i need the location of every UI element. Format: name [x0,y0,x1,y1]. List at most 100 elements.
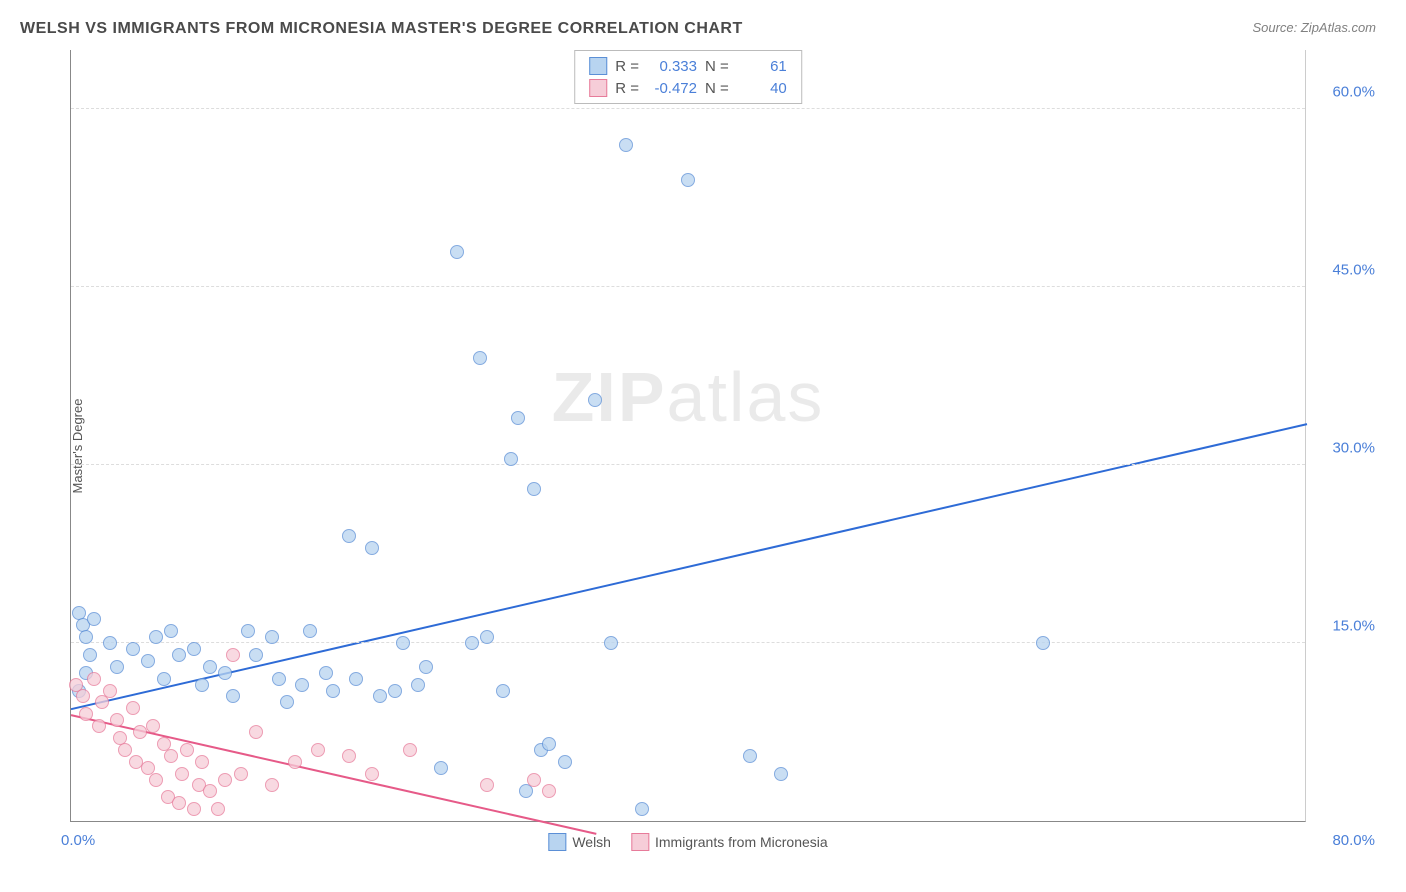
data-point [249,725,263,739]
data-point [110,713,124,727]
data-point [149,773,163,787]
data-point [226,648,240,662]
data-point [195,755,209,769]
data-point [496,684,510,698]
stat-n-label: N = [705,58,729,75]
data-point [211,802,225,816]
gridline [71,464,1305,465]
data-point [218,773,232,787]
stat-r-value: -0.472 [647,80,697,97]
data-point [373,689,387,703]
data-point [365,767,379,781]
legend-label: Immigrants from Micronesia [655,834,828,850]
y-tick-label: 30.0% [1315,440,1375,457]
data-point [141,654,155,668]
data-point [118,743,132,757]
gridline [71,108,1305,109]
data-point [195,678,209,692]
data-point [635,802,649,816]
data-point [79,630,93,644]
data-point [542,737,556,751]
stat-r-label: R = [615,80,639,97]
data-point [95,695,109,709]
data-point [388,684,402,698]
y-tick-label: 45.0% [1315,262,1375,279]
data-point [743,749,757,763]
data-point [319,666,333,680]
data-point [83,648,97,662]
data-point [203,784,217,798]
gridline [71,642,1305,643]
data-point [76,689,90,703]
data-point [265,778,279,792]
data-point [187,642,201,656]
data-point [157,672,171,686]
data-point [774,767,788,781]
data-point [326,684,340,698]
chart-container: WELSH VS IMMIGRANTS FROM MICRONESIA MAST… [20,20,1386,872]
plot-area: ZIPatlas R =0.333N =61R =-0.472N =40 0.0… [70,50,1306,822]
legend-swatch [548,833,566,851]
legend-item: Welsh [548,833,611,851]
data-point [249,648,263,662]
legend-item: Immigrants from Micronesia [631,833,828,851]
y-tick-label: 15.0% [1315,618,1375,635]
data-point [164,749,178,763]
data-point [272,672,286,686]
data-point [110,660,124,674]
data-point [504,452,518,466]
data-point [175,767,189,781]
legend-swatch [631,833,649,851]
data-point [473,351,487,365]
chart-title: WELSH VS IMMIGRANTS FROM MICRONESIA MAST… [20,20,1386,38]
stat-r-value: 0.333 [647,58,697,75]
data-point [187,802,201,816]
data-point [146,719,160,733]
stats-row: R = -0.472 N = 40 [589,77,787,99]
data-point [403,743,417,757]
series-swatch [589,57,607,75]
data-point [681,173,695,187]
data-point [241,624,255,638]
source-label: Source: ZipAtlas.com [1252,20,1376,35]
data-point [126,642,140,656]
data-point [218,666,232,680]
data-point [288,755,302,769]
data-point [265,630,279,644]
stat-n-label: N = [705,80,729,97]
data-point [542,784,556,798]
data-point [180,743,194,757]
data-point [280,695,294,709]
data-point [604,636,618,650]
data-point [92,719,106,733]
data-point [103,636,117,650]
data-point [527,773,541,787]
data-point [527,482,541,496]
legend-label: Welsh [572,834,611,850]
data-point [311,743,325,757]
data-point [419,660,433,674]
data-point [87,672,101,686]
data-point [342,529,356,543]
data-point [519,784,533,798]
data-point [126,701,140,715]
data-point [365,541,379,555]
data-point [203,660,217,674]
x-tick-max: 80.0% [1332,832,1375,849]
data-point [234,767,248,781]
data-point [480,630,494,644]
stat-n-value: 40 [737,80,787,97]
data-point [450,245,464,259]
data-point [295,678,309,692]
x-tick-min: 0.0% [61,832,95,849]
data-point [619,138,633,152]
data-point [342,749,356,763]
data-point [465,636,479,650]
data-point [411,678,425,692]
data-point [303,624,317,638]
bottom-legend: Welsh Immigrants from Micronesia [548,833,827,851]
trend-lines [71,50,1305,821]
data-point [1036,636,1050,650]
y-tick-label: 60.0% [1315,84,1375,101]
data-point [511,411,525,425]
